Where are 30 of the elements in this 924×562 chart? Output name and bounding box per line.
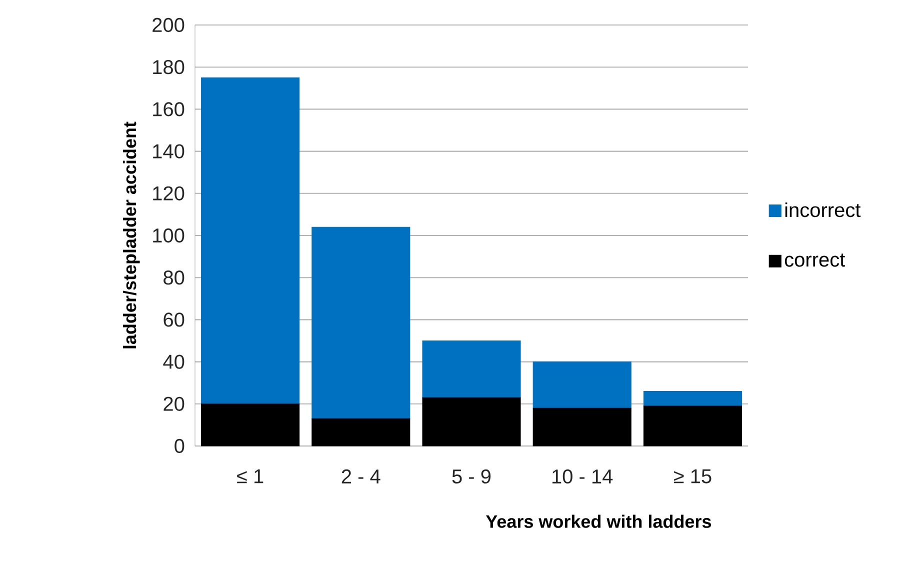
- y-axis-title: ladder/stepladder accident: [122, 122, 140, 348]
- y-tick-label: 180: [153, 60, 184, 74]
- y-tick-label: 40: [163, 354, 184, 369]
- bar: [422, 397, 521, 446]
- x-tick-label: ≥ 15: [674, 469, 712, 484]
- y-tick-label: 160: [153, 102, 184, 116]
- legend-label: incorrect: [785, 202, 861, 218]
- y-tick-label: 120: [153, 186, 184, 200]
- bar: [422, 340, 521, 398]
- x-axis-title: Years worked with ladders: [486, 514, 711, 528]
- y-tick-label: 0: [174, 438, 184, 454]
- bar: [643, 406, 742, 446]
- bar: [312, 418, 410, 446]
- y-tick-label: 140: [153, 144, 184, 158]
- bar: [532, 362, 632, 408]
- x-tick-label: 2 - 4: [342, 469, 380, 484]
- bar: [201, 404, 300, 446]
- y-tick-label: 100: [153, 228, 184, 243]
- y-tick-label: 200: [152, 18, 184, 32]
- x-tick-label: ≤ 1: [237, 469, 264, 484]
- bar: [312, 226, 410, 419]
- legend-label: correct: [784, 254, 846, 267]
- bar: [643, 391, 742, 406]
- x-tick-label: 10 - 14: [552, 469, 613, 484]
- y-tick-label: 80: [164, 270, 184, 285]
- bar: [532, 408, 632, 446]
- bar: [201, 77, 300, 404]
- y-tick-label: 60: [164, 312, 184, 327]
- x-tick-label: 5 - 9: [452, 469, 491, 484]
- y-tick-label: 20: [164, 396, 184, 411]
